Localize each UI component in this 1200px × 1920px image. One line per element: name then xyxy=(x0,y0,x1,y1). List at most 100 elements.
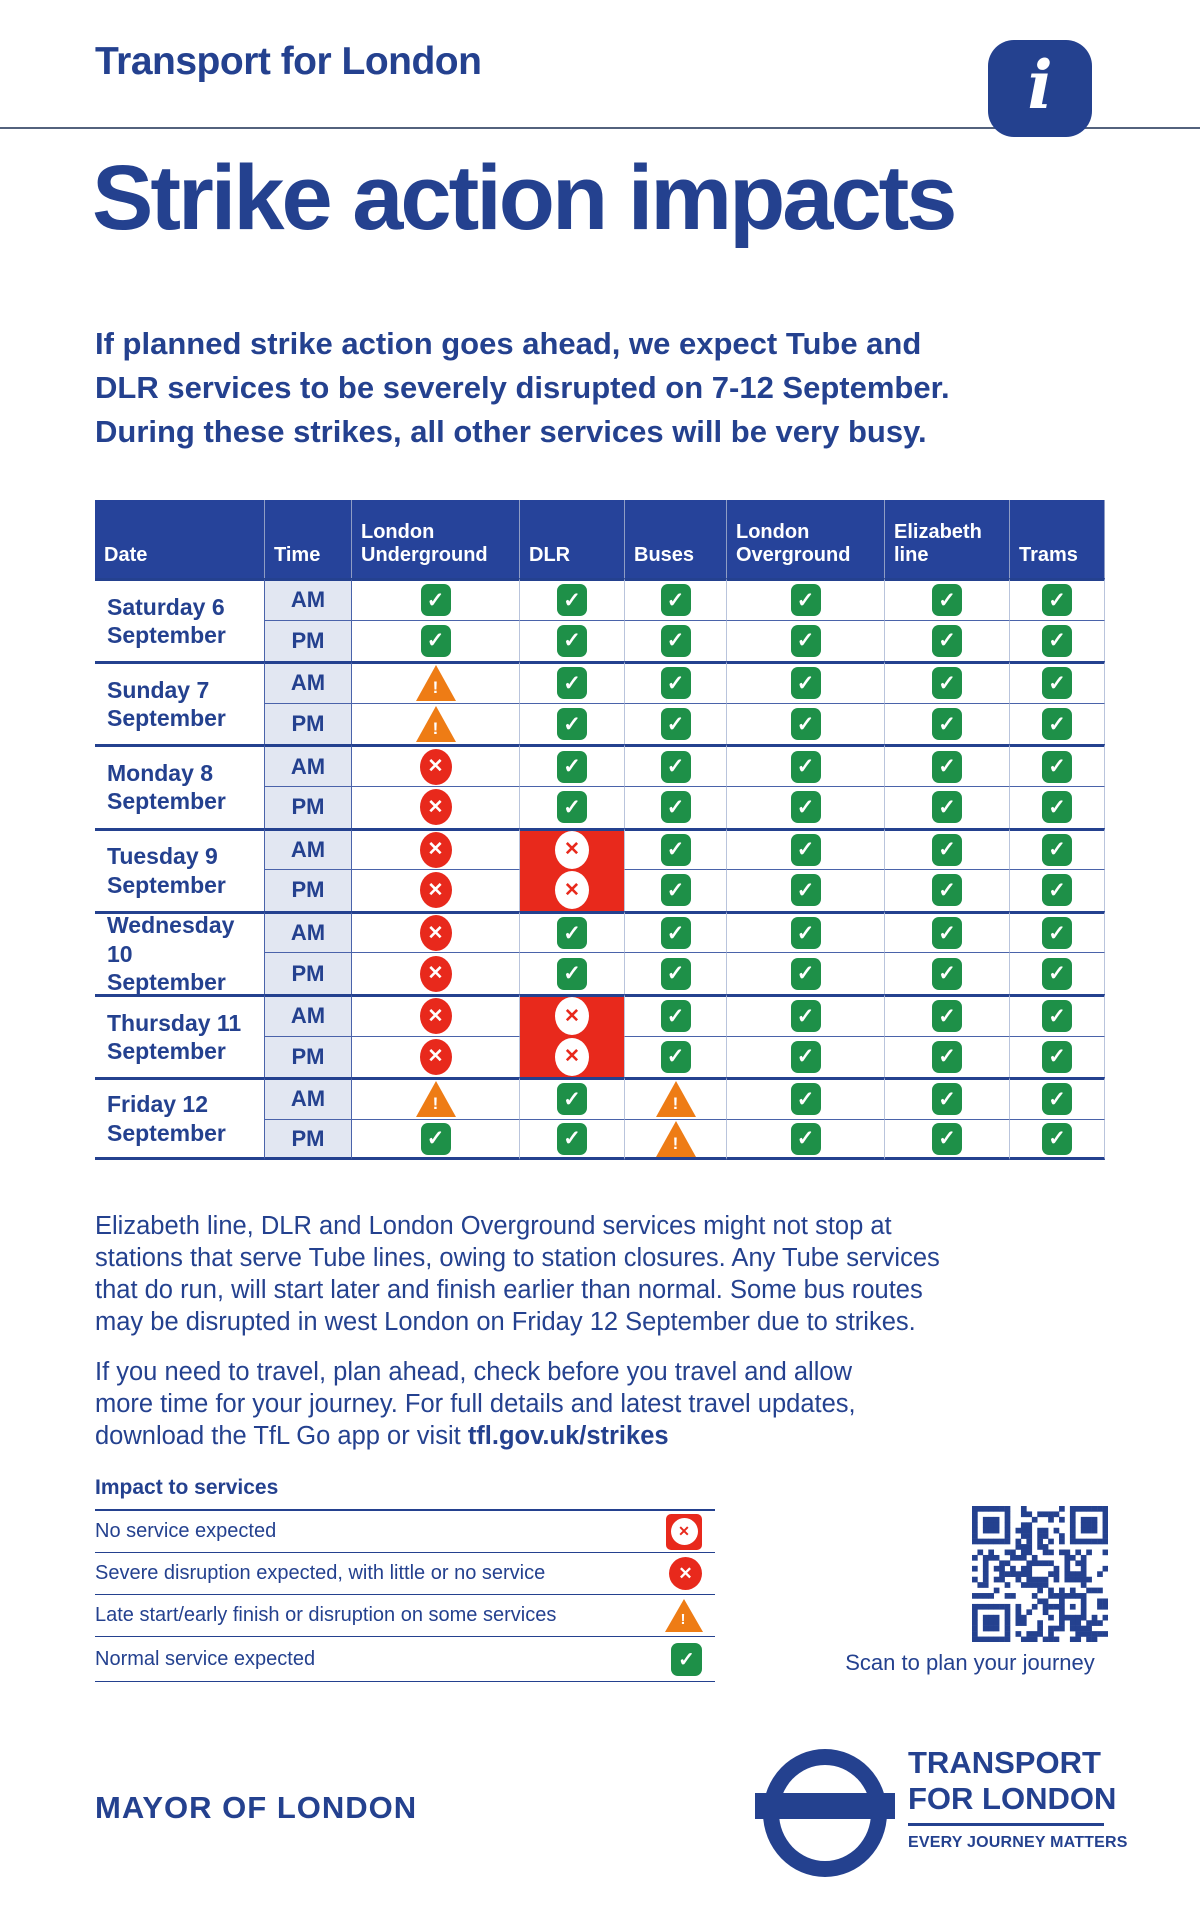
ok-icon: ✓ xyxy=(1042,957,1072,990)
ok-icon: ✓ xyxy=(557,917,587,950)
status-cell: ✕ xyxy=(352,827,520,870)
legend-title: Impact to services xyxy=(95,1476,715,1511)
ok-icon: ✓ xyxy=(790,917,821,950)
status-cell: ! xyxy=(352,661,520,703)
time-cell: AM xyxy=(265,578,352,620)
travel-advice-text: If you need to travel, plan ahead, check… xyxy=(95,1356,1105,1452)
status-cell: ✓ xyxy=(727,785,885,828)
no-service-icon: ✕ xyxy=(555,830,589,869)
legend-label: No service expected xyxy=(95,1520,277,1542)
status-cell: ✓ xyxy=(625,661,727,703)
ok-icon: ✓ xyxy=(1042,584,1072,617)
time-cell: AM xyxy=(265,744,352,786)
severe-disruption-icon: ✕ xyxy=(419,955,452,992)
ok-icon: ✓ xyxy=(420,624,451,657)
status-cell: ✕ xyxy=(352,952,520,994)
tfl-tagline: EVERY JOURNEY MATTERS xyxy=(908,1834,1128,1851)
ok-icon: ✓ xyxy=(660,667,691,700)
status-cell: ✓ xyxy=(520,952,625,994)
status-cell: ✓ xyxy=(1010,744,1105,786)
status-cell: ✕ xyxy=(520,869,625,911)
status-cell: ✓ xyxy=(1010,578,1105,620)
status-cell: ✓ xyxy=(727,744,885,786)
status-cell: ✕ xyxy=(352,1035,520,1078)
ok-icon: ✓ xyxy=(1042,1040,1072,1073)
ok-icon: ✓ xyxy=(660,917,691,950)
impact-table: Date Time London Underground DLR Buses London… xyxy=(95,500,1105,1161)
warning-exclamation: ! xyxy=(672,1094,679,1114)
status-cell: ✓ xyxy=(352,619,520,662)
status-cell: ✓ xyxy=(727,1118,885,1161)
status-cell: ! xyxy=(625,1077,727,1119)
page-title: Strike action impacts xyxy=(92,147,957,249)
warning-exclamation: ! xyxy=(432,1094,439,1114)
status-cell: ✓ xyxy=(885,661,1010,703)
status-cell: ✓ xyxy=(885,744,1010,786)
status-cell: ✕ xyxy=(352,744,520,786)
tfl-rule xyxy=(908,1823,1104,1826)
status-cell: ✓ xyxy=(625,869,727,911)
time-cell: PM xyxy=(265,952,352,994)
status-cell: ✕ xyxy=(352,910,520,953)
status-cell: ✓ xyxy=(727,993,885,1036)
status-cell: ✕ xyxy=(352,869,520,911)
status-cell: ✕ xyxy=(520,993,625,1036)
status-cell: ✓ xyxy=(1010,1118,1105,1161)
status-cell: ✓ xyxy=(1010,619,1105,662)
ok-icon: ✓ xyxy=(932,667,962,700)
no-service-icon: ✕ xyxy=(555,1037,589,1076)
ok-icon: ✓ xyxy=(790,584,821,617)
column-header: London Underground xyxy=(352,500,520,578)
warning-triangle-shape xyxy=(665,1599,703,1632)
status-cell: ✓ xyxy=(520,744,625,786)
status-cell: ✓ xyxy=(885,702,1010,745)
legend-item: Normal service expected ✓ xyxy=(95,1637,715,1682)
mayor-of-london-logo: MAYOR OF LONDON xyxy=(95,1790,418,1825)
status-cell: ✓ xyxy=(352,578,520,620)
warning-exclamation: ! xyxy=(672,1133,679,1153)
time-cell: PM xyxy=(265,785,352,828)
status-cell: ✓ xyxy=(520,1077,625,1119)
no-service-icon: ✕ xyxy=(555,871,589,910)
ok-icon: ✓ xyxy=(1042,708,1072,741)
ok-icon: ✓ xyxy=(557,708,587,741)
ok-icon: ✓ xyxy=(557,667,587,700)
ok-icon: ✓ xyxy=(932,1122,962,1155)
ok-icon: ✓ xyxy=(790,791,821,824)
ok-icon: ✓ xyxy=(932,584,962,617)
no-service-icon: ✕ xyxy=(666,1513,702,1550)
date-cell: Sunday 7 September xyxy=(95,661,265,745)
severe-disruption-icon: ✕ xyxy=(419,789,452,826)
ok-icon: ✓ xyxy=(1042,1083,1072,1116)
ok-icon: ✓ xyxy=(671,1642,702,1676)
ok-icon: ✓ xyxy=(660,1040,691,1073)
status-cell: ✓ xyxy=(885,910,1010,953)
ok-icon: ✓ xyxy=(932,1083,962,1116)
ok-icon: ✓ xyxy=(557,791,587,824)
ok-icon: ✓ xyxy=(790,1040,821,1073)
status-cell: ✓ xyxy=(885,785,1010,828)
ok-icon: ✓ xyxy=(1042,624,1072,657)
service-note-text: Elizabeth line, DLR and London Overgroun… xyxy=(95,1212,940,1336)
ok-icon: ✓ xyxy=(790,1083,821,1116)
status-cell: ✓ xyxy=(727,578,885,620)
status-cell: ✓ xyxy=(885,1035,1010,1078)
warning-triangle-shape xyxy=(655,1081,696,1118)
warning-exclamation: ! xyxy=(680,1611,686,1628)
ok-icon: ✓ xyxy=(932,874,962,907)
ok-icon: ✓ xyxy=(1042,917,1072,950)
ok-icon: ✓ xyxy=(557,1083,587,1116)
ok-icon: ✓ xyxy=(932,1040,962,1073)
status-cell: ✓ xyxy=(520,1118,625,1161)
tfl-wordmark: TRANSPORT FOR LONDON xyxy=(908,1745,1117,1816)
ok-icon: ✓ xyxy=(932,1000,962,1033)
warning-triangle-icon: ! xyxy=(415,665,457,702)
status-cell: ! xyxy=(352,702,520,745)
status-cell: ✓ xyxy=(885,578,1010,620)
status-cell: ✓ xyxy=(520,702,625,745)
ok-icon: ✓ xyxy=(932,917,962,950)
ok-icon: ✓ xyxy=(790,957,821,990)
ok-icon: ✓ xyxy=(790,1122,821,1155)
warning-exclamation: ! xyxy=(432,719,439,739)
status-cell: ✓ xyxy=(885,993,1010,1036)
